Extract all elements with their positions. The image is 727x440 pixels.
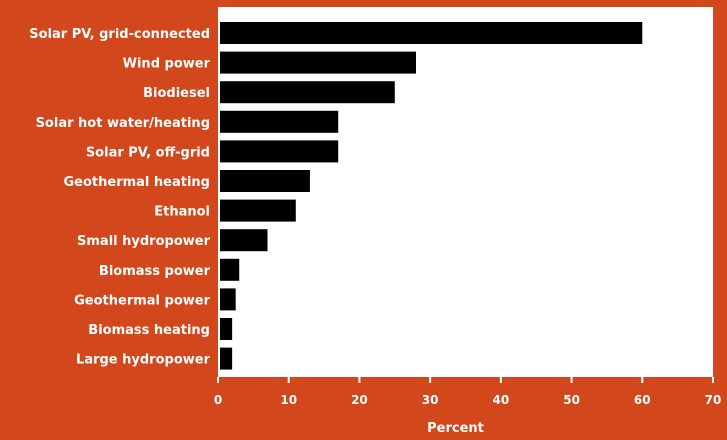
bar	[220, 51, 416, 74]
category-label: Ethanol	[154, 205, 210, 220]
bar	[220, 347, 233, 370]
bars-group	[220, 22, 643, 370]
bar	[220, 81, 395, 104]
x-tick-label: 40	[493, 393, 510, 407]
category-label: Large hydropower	[76, 353, 211, 368]
category-label: Geothermal heating	[64, 175, 211, 190]
bar	[220, 22, 643, 44]
bar	[220, 318, 233, 340]
x-tick-label: 0	[214, 393, 222, 407]
bar	[220, 199, 296, 222]
bar	[220, 170, 310, 192]
category-label: Small hydropower	[77, 234, 211, 249]
bar	[220, 258, 240, 281]
x-tick-label: 20	[351, 393, 368, 407]
category-labels: Solar PV, grid-connected Wind power Biodie…	[29, 27, 210, 368]
x-tick-label: 50	[563, 393, 580, 407]
category-label: Geothermal power	[74, 293, 210, 308]
category-label: Solar PV, off-grid	[86, 145, 210, 160]
x-tick-label: 10	[280, 393, 297, 407]
x-tick-label: 70	[705, 393, 722, 407]
bar	[220, 288, 236, 311]
category-label: Wind power	[123, 57, 211, 72]
x-tick-label: 60	[634, 393, 651, 407]
bar	[220, 229, 268, 252]
x-tick-label: 30	[422, 393, 439, 407]
x-axis-ticks: 0 10 20 30 40 50 60 70	[214, 377, 722, 407]
bar	[220, 140, 339, 163]
category-label: Solar PV, grid-connected	[29, 27, 210, 42]
category-label: Biomass heating	[88, 323, 210, 338]
bar	[220, 110, 339, 133]
category-label: Solar hot water/heating	[36, 116, 210, 131]
category-label: Biodiesel	[143, 86, 210, 101]
x-axis-title: Percent	[427, 421, 484, 436]
category-label: Biomass power	[99, 264, 211, 279]
